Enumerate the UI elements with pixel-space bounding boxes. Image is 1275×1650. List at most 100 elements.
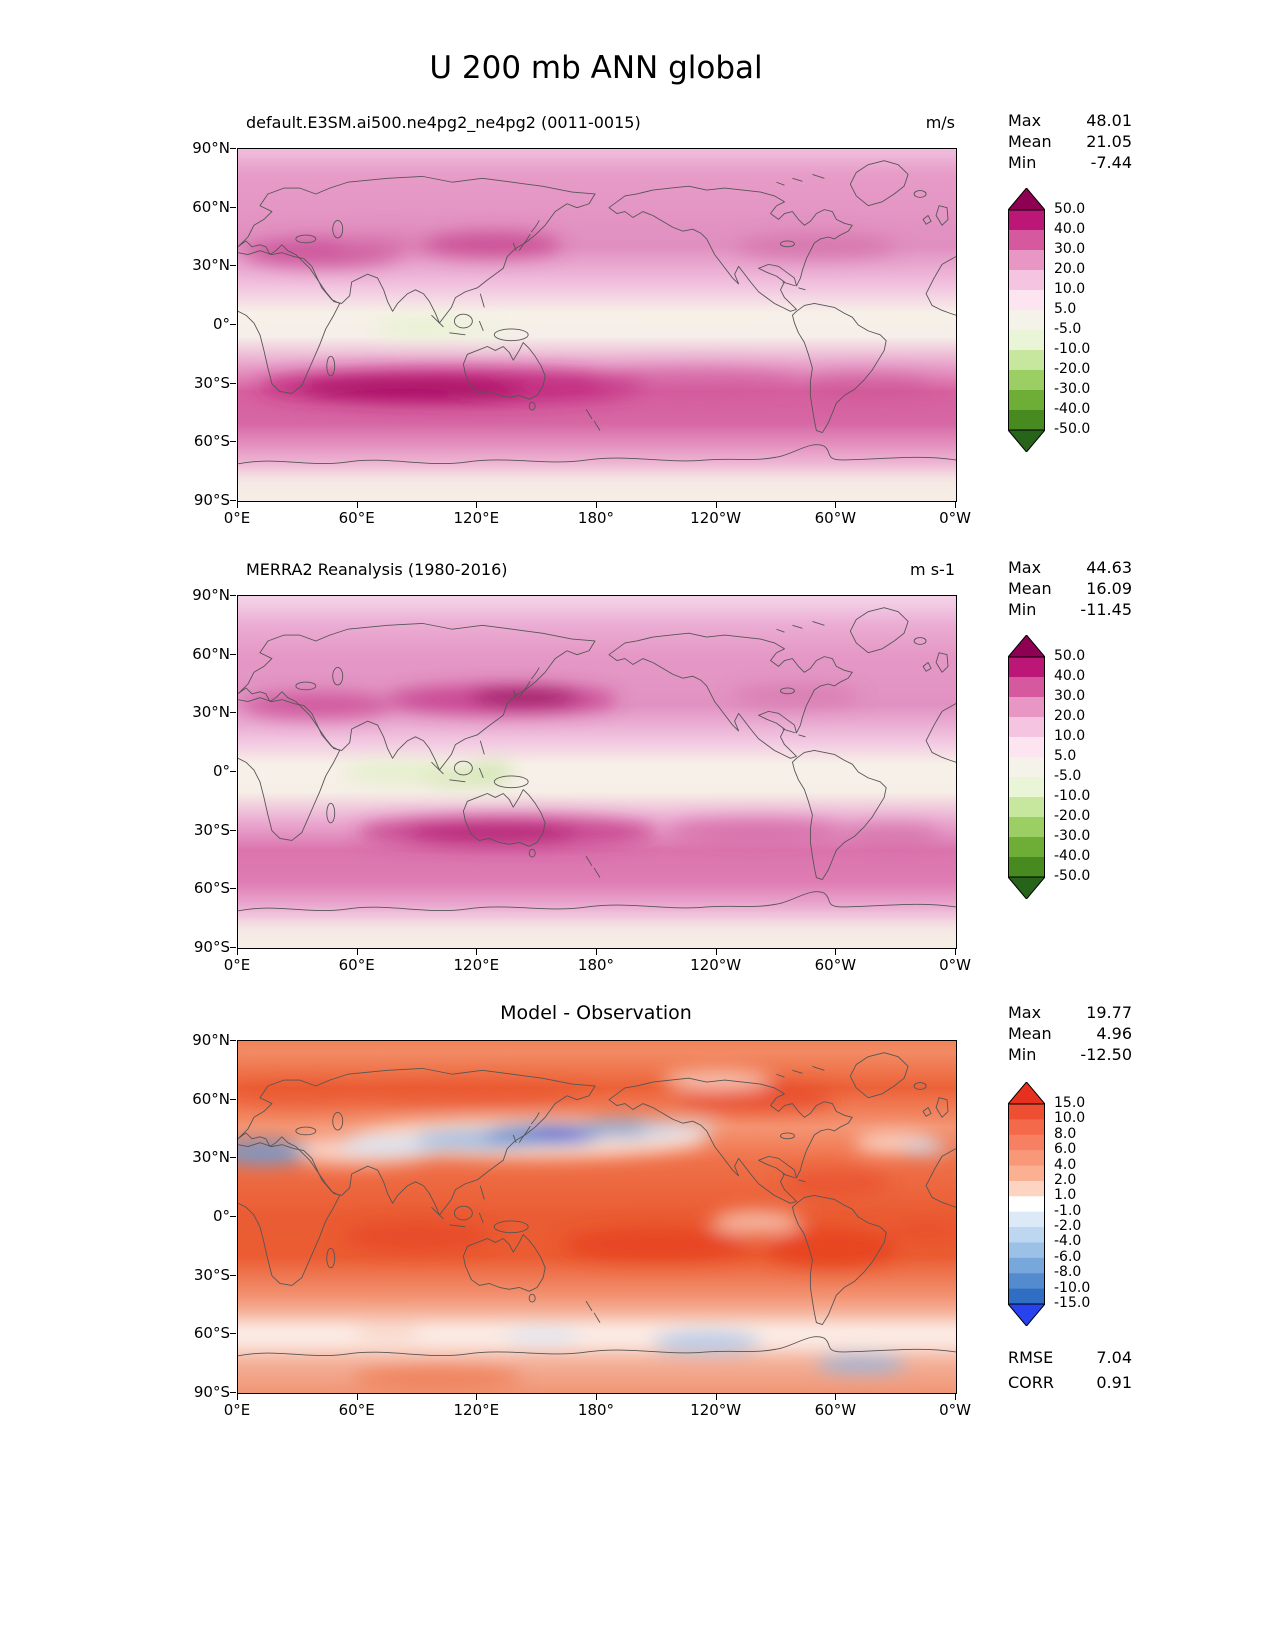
- colorbar-tick-label: -30.0: [1054, 828, 1091, 844]
- max-label: Max: [1008, 558, 1042, 577]
- colorbar-tick-label: 50.0: [1054, 648, 1086, 664]
- x-axis-tick-mark: [356, 1394, 358, 1400]
- colorbar: [1008, 188, 1045, 452]
- y-axis-tick-mark: [230, 888, 236, 890]
- x-axis-tick-mark: [835, 949, 837, 955]
- panel-2-title: MERRA2 Reanalysis (1980-2016): [246, 560, 508, 579]
- colorbar-tick-label: 30.0: [1054, 688, 1086, 704]
- x-axis-tick-mark: [955, 502, 956, 508]
- lon-tick-label: 120°E: [453, 956, 500, 974]
- colorbar-tick-label: -10.0: [1054, 341, 1091, 357]
- lon-tick-label: 120°E: [453, 509, 500, 527]
- y-axis-tick-mark: [230, 1392, 236, 1393]
- colorbar-tick-label: -30.0: [1054, 381, 1091, 397]
- colorbar-tick-label: 4.0: [1054, 1156, 1077, 1173]
- mean-label: Mean: [1008, 132, 1052, 151]
- colorbar-tick-label: -6.0: [1054, 1248, 1082, 1265]
- lon-tick-label: 60°E: [338, 956, 375, 974]
- mean-label: Mean: [1008, 1024, 1052, 1043]
- colorbar-tick-label: 10.0: [1054, 281, 1086, 297]
- colorbar-tick-label: 30.0: [1054, 241, 1086, 257]
- colorbar-tick-label: 50.0: [1054, 201, 1086, 217]
- y-axis-tick-mark: [230, 1216, 236, 1217]
- lat-tick-label: 30°S: [193, 1265, 230, 1284]
- lon-tick-label: 60°E: [338, 1401, 375, 1419]
- y-axis-tick-mark: [230, 595, 236, 596]
- colorbar: [1008, 635, 1045, 899]
- colorbar-tick-label: 15.0: [1054, 1095, 1086, 1111]
- colorbar-tick-label: 2.0: [1054, 1171, 1077, 1188]
- min-label: Min: [1008, 1045, 1037, 1064]
- lat-tick-label: 90°S: [193, 938, 230, 956]
- lat-tick-label: 90°N: [192, 139, 230, 157]
- min-value: -11.45: [1080, 600, 1132, 619]
- max-value: 48.01: [1086, 111, 1132, 130]
- y-axis-tick-mark: [230, 1040, 236, 1041]
- panel-3-stats: Max 19.77 Mean 4.96 Min -12.50: [1008, 1002, 1132, 1065]
- lon-tick-label: 180°: [577, 1401, 615, 1419]
- map-panel-model: [237, 148, 957, 502]
- y-axis-tick-mark: [230, 1274, 236, 1276]
- panel-3-scores: RMSE 7.04 CORR 0.91: [1008, 1345, 1132, 1395]
- colorbar-tick-label: -20.0: [1054, 808, 1091, 824]
- x-axis-tick-mark: [237, 502, 238, 508]
- difference-contour-map: [238, 1041, 956, 1393]
- colorbar-tick-label: 5.0: [1054, 748, 1077, 764]
- y-axis-tick-mark: [230, 829, 236, 831]
- x-axis-tick-mark: [715, 502, 717, 508]
- lon-tick-label: 180°: [577, 956, 615, 974]
- colorbar-tick-label: -4.0: [1054, 1233, 1082, 1250]
- x-axis-tick-mark: [356, 502, 358, 508]
- lon-tick-label: 120°W: [690, 956, 742, 974]
- panel-1-title: default.E3SM.ai500.ne4pg2_ne4pg2 (0011-0…: [246, 113, 641, 132]
- max-value: 19.77: [1086, 1003, 1132, 1022]
- colorbar-tick-label: 5.0: [1054, 301, 1077, 317]
- lon-tick-label: 0°E: [223, 956, 251, 974]
- map-panel-reanalysis: [237, 595, 957, 949]
- x-axis-tick-mark: [596, 502, 597, 508]
- x-axis-tick-mark: [596, 1394, 597, 1400]
- colorbar-tick-label: -10.0: [1054, 788, 1091, 804]
- model-contour-map: [238, 149, 956, 501]
- colorbar-tick-label: 6.0: [1054, 1141, 1077, 1158]
- y-axis-tick-mark: [230, 1098, 236, 1100]
- x-axis-tick-mark: [476, 949, 478, 955]
- colorbar-tick-label: 20.0: [1054, 708, 1086, 724]
- lat-tick-label: 0°: [212, 1207, 230, 1225]
- y-axis-tick-mark: [230, 500, 236, 501]
- x-axis-tick-mark: [356, 949, 358, 955]
- x-axis-tick-mark: [476, 502, 478, 508]
- max-label: Max: [1008, 1003, 1042, 1022]
- lat-tick-label: 60°N: [192, 1089, 230, 1108]
- lat-tick-label: 0°: [212, 762, 230, 780]
- x-axis-tick-mark: [237, 949, 238, 955]
- x-axis-tick-mark: [955, 1394, 956, 1400]
- mean-value: 21.05: [1086, 132, 1132, 151]
- lat-tick-label: 30°N: [192, 256, 230, 275]
- lon-tick-label: 120°E: [453, 1401, 500, 1419]
- colorbar-tick-label: -1.0: [1054, 1202, 1082, 1219]
- lon-tick-label: 60°E: [338, 509, 375, 527]
- y-axis-tick-mark: [230, 653, 236, 655]
- min-value: -12.50: [1080, 1045, 1132, 1064]
- x-axis-tick-mark: [715, 949, 717, 955]
- y-axis-tick-mark: [230, 771, 236, 772]
- colorbar-tick-label: -10.0: [1054, 1279, 1091, 1296]
- colorbar-tick-label: -8.0: [1054, 1264, 1082, 1281]
- y-axis-tick-mark: [230, 947, 236, 948]
- corr-value: 0.91: [1096, 1373, 1132, 1392]
- lat-tick-label: 90°S: [193, 1383, 230, 1401]
- rmse-value: 7.04: [1096, 1348, 1132, 1367]
- y-axis-tick-mark: [230, 441, 236, 443]
- mean-value: 4.96: [1096, 1024, 1132, 1043]
- panel-1-stats: Max 48.01 Mean 21.05 Min -7.44: [1008, 110, 1132, 173]
- x-axis-tick-mark: [237, 1394, 238, 1400]
- corr-label: CORR: [1008, 1373, 1054, 1392]
- y-axis-tick-mark: [230, 206, 236, 208]
- y-axis-tick-mark: [230, 265, 236, 267]
- min-value: -7.44: [1090, 153, 1132, 172]
- x-axis-tick-mark: [835, 1394, 837, 1400]
- lat-tick-label: 60°S: [193, 432, 230, 451]
- lon-tick-label: 0°E: [223, 1401, 251, 1419]
